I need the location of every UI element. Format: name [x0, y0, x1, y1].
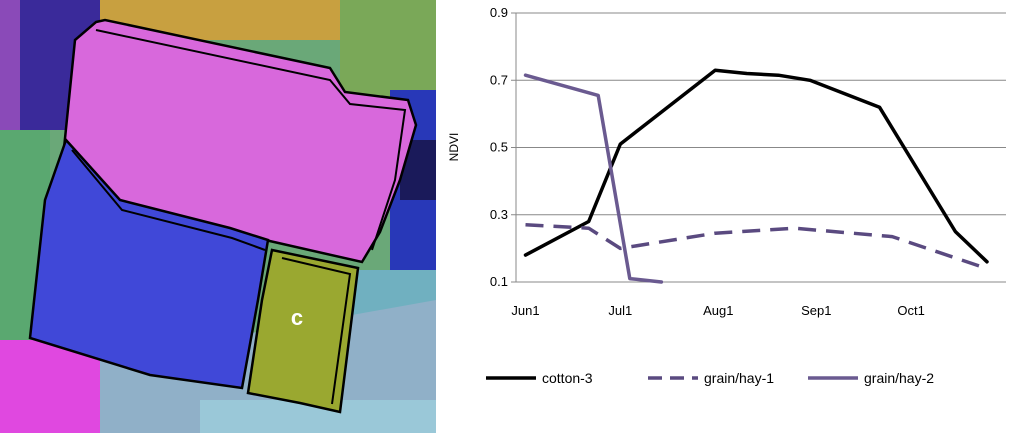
field-blue-inner-outline: [71, 149, 266, 251]
series-line-cotton-3: [523, 68, 989, 264]
field-yellow-inner-outline: [281, 257, 352, 405]
field-pink-inner-outline: [95, 29, 407, 251]
series-line-grain-hay-1: [525, 223, 988, 271]
field-yellow: [246, 248, 360, 414]
grid: [516, 12, 1006, 216]
series: [523, 68, 989, 284]
x-tick-label: Oct1: [897, 303, 924, 318]
field-label-c: c: [291, 305, 303, 330]
ndvi-chart: 0.1 0.3 0.5 0.7 0.9 Jun1 Jul1 Aug1 Sep1 Oct1 NDV…: [447, 5, 1006, 386]
x-tick-label: Jul1: [608, 303, 632, 318]
legend-label: cotton-3: [542, 370, 593, 386]
y-tick-label: 0.9: [490, 5, 508, 20]
legend: cotton-3 grain/hay-1 grain/hay-2: [486, 370, 934, 386]
y-tick-label: 0.7: [490, 72, 508, 87]
legend-label: grain/hay-1: [704, 370, 774, 386]
satellite-image-panel: c: [0, 0, 436, 433]
legend-label: grain/hay-2: [864, 370, 934, 386]
y-tick-labels: 0.1 0.3 0.5 0.7 0.9: [490, 5, 516, 289]
chart-panel: 0.1 0.3 0.5 0.7 0.9 Jun1 Jul1 Aug1 Sep1 Oct1 NDV…: [436, 0, 1024, 433]
y-axis-title: NDVI: [447, 133, 461, 162]
x-tick-labels: Jun1 Jul1 Aug1 Sep1 Oct1: [511, 303, 925, 318]
field-blue: [28, 137, 270, 390]
bg-violet-strip: [0, 0, 20, 130]
x-tick-label: Aug1: [703, 303, 733, 318]
series-line-grain-hay-2: [523, 73, 664, 284]
y-tick-label: 0.3: [490, 207, 508, 222]
x-tick-label: Jun1: [511, 303, 539, 318]
y-tick-label: 0.5: [490, 140, 508, 155]
x-tick-label: Sep1: [801, 303, 831, 318]
y-tick-label: 0.1: [490, 274, 508, 289]
satellite-image: c: [0, 0, 436, 433]
